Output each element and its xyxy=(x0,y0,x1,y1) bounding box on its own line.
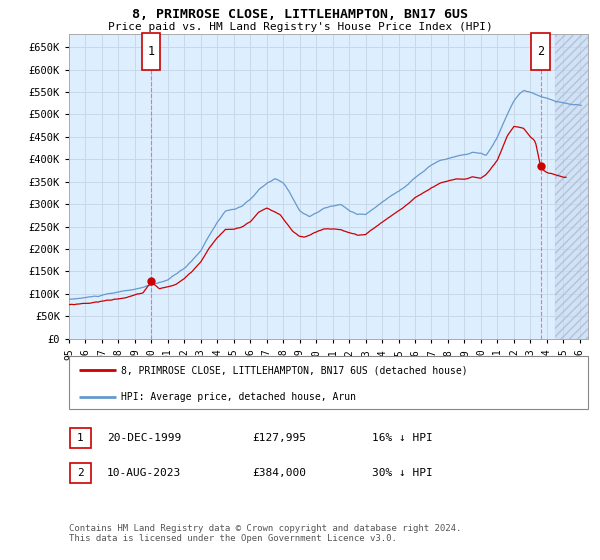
FancyBboxPatch shape xyxy=(142,32,160,71)
Text: Contains HM Land Registry data © Crown copyright and database right 2024.
This d: Contains HM Land Registry data © Crown c… xyxy=(69,524,461,543)
Text: 16% ↓ HPI: 16% ↓ HPI xyxy=(372,433,433,443)
Text: 8, PRIMROSE CLOSE, LITTLEHAMPTON, BN17 6US (detached house): 8, PRIMROSE CLOSE, LITTLEHAMPTON, BN17 6… xyxy=(121,366,467,376)
Polygon shape xyxy=(555,34,588,339)
FancyBboxPatch shape xyxy=(70,463,91,483)
Text: 10-AUG-2023: 10-AUG-2023 xyxy=(107,468,181,478)
Text: 1: 1 xyxy=(77,433,84,443)
Text: 20-DEC-1999: 20-DEC-1999 xyxy=(107,433,181,443)
Text: £127,995: £127,995 xyxy=(252,433,306,443)
Text: £384,000: £384,000 xyxy=(252,468,306,478)
FancyBboxPatch shape xyxy=(70,428,91,448)
Text: 30% ↓ HPI: 30% ↓ HPI xyxy=(372,468,433,478)
FancyBboxPatch shape xyxy=(532,32,550,71)
Text: 8, PRIMROSE CLOSE, LITTLEHAMPTON, BN17 6US: 8, PRIMROSE CLOSE, LITTLEHAMPTON, BN17 6… xyxy=(132,8,468,21)
Text: 2: 2 xyxy=(77,468,84,478)
Text: 2: 2 xyxy=(537,45,544,58)
Text: HPI: Average price, detached house, Arun: HPI: Average price, detached house, Arun xyxy=(121,392,356,402)
Text: 1: 1 xyxy=(148,45,155,58)
Text: Price paid vs. HM Land Registry's House Price Index (HPI): Price paid vs. HM Land Registry's House … xyxy=(107,22,493,32)
